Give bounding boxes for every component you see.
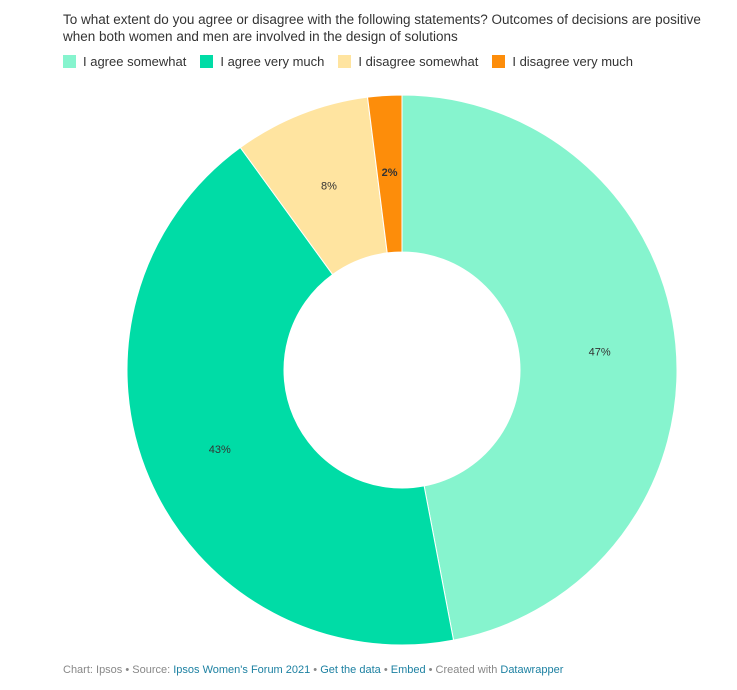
footer-separator: • (380, 664, 391, 676)
slice-agree-very-much (126, 146, 455, 646)
footer-credit: Chart: Ipsos • Source: (63, 664, 174, 676)
slice-label: 43% (209, 444, 231, 456)
slice-label: 8% (321, 180, 337, 192)
source-link[interactable]: Ipsos Women's Forum 2021 (173, 664, 311, 676)
chart-title: To what extent do you agree or disagree … (63, 12, 701, 44)
embed-link[interactable]: Embed (390, 664, 426, 676)
slice-label: 47% (589, 346, 611, 358)
slice-disagree-very-much (366, 94, 403, 254)
legend-label: I disagree very much (512, 54, 634, 69)
donut-chart: 47% 43% 8% 2% (126, 94, 678, 646)
footer-created-with: • Created with (425, 664, 501, 676)
footer: Chart: Ipsos • Source: Ipsos Women's For… (63, 664, 563, 676)
legend-swatch (338, 55, 352, 68)
legend-item-agree-somewhat: I agree somewhat (63, 54, 186, 69)
legend-item-disagree-somewhat: I disagree somewhat (338, 54, 478, 69)
legend-swatch (200, 55, 214, 68)
legend-label: I disagree somewhat (358, 54, 479, 69)
slice-label: 2% (382, 167, 398, 179)
slice-agree-somewhat (401, 94, 678, 641)
legend-label: I agree somewhat (83, 54, 187, 69)
legend: I agree somewhat I agree very much I dis… (63, 54, 647, 69)
datawrapper-link[interactable]: Datawrapper (500, 664, 564, 676)
legend-item-agree-very-much: I agree very much (200, 54, 324, 69)
legend-swatch (63, 55, 76, 68)
legend-label: I agree very much (220, 54, 325, 69)
footer-separator: • (310, 664, 321, 676)
get-the-data-link[interactable]: Get the data (320, 664, 381, 676)
legend-item-disagree-very-much: I disagree very much (492, 54, 633, 69)
legend-swatch (492, 55, 506, 68)
